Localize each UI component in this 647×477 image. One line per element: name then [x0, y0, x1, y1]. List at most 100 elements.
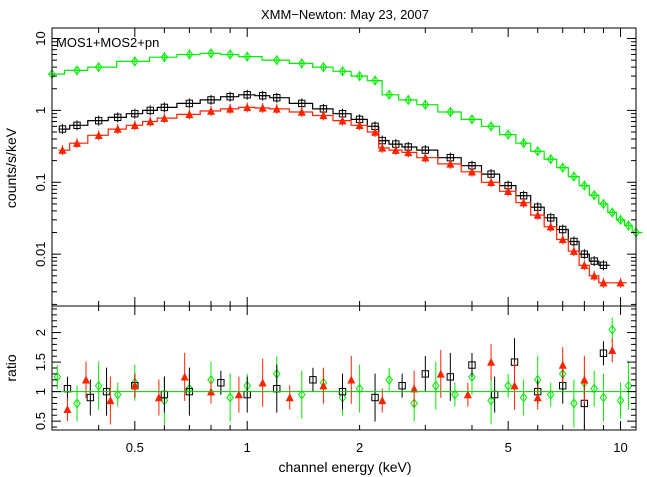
spectrum-point: [558, 162, 567, 173]
spectrum-model-line: [62, 106, 627, 284]
ratio-point: [258, 378, 267, 387]
spectrum-point: [385, 89, 393, 100]
x-tick-label: 2: [356, 440, 363, 455]
ratio-point: [63, 405, 72, 414]
spectrum-point: [590, 190, 599, 201]
spectrum-point: [207, 48, 215, 59]
ratio-panel-frame: [51, 305, 637, 431]
spectrum-point: [73, 65, 81, 76]
ratio-axis-ticks: [51, 306, 636, 430]
ratio-point: [463, 390, 472, 399]
ratio-point: [570, 398, 578, 409]
ratio-point: [106, 396, 115, 405]
spectrum-point: [355, 71, 364, 82]
ratio-point: [378, 396, 387, 405]
ratio-point: [421, 370, 430, 378]
spectrum-point: [519, 138, 528, 149]
x-tick-label: 5: [505, 440, 512, 455]
ratio-y-axis-label: ratio: [3, 354, 19, 381]
ratio-point: [226, 392, 234, 403]
ratio-point: [558, 360, 567, 369]
x-tick-labels: 0.5 1 2 5 10: [126, 440, 628, 455]
ratio-point: [410, 384, 419, 393]
ratio-point: [487, 357, 496, 366]
spectrum-data-points: [48, 48, 640, 288]
x-tick-label: 10: [613, 440, 627, 455]
ratio-point: [94, 380, 103, 391]
spectrum-point: [468, 114, 476, 125]
ratio-y-tick-labels: 0.5 1 1.5 2: [33, 329, 48, 430]
ratio-point: [533, 393, 542, 402]
ratio-point: [180, 372, 189, 381]
y-tick-label: 0.5: [33, 412, 48, 430]
ratio-point: [355, 383, 364, 394]
y-tick-label: 1.5: [33, 353, 48, 371]
x-tick-label: 1: [244, 440, 251, 455]
ratio-point: [546, 389, 555, 400]
ratio-point: [86, 393, 95, 402]
y-tick-label: 1: [33, 388, 48, 395]
spectrum-point: [272, 55, 281, 66]
ratio-point: [446, 373, 455, 381]
ratio-point: [487, 395, 495, 406]
spectrum-point: [533, 146, 542, 157]
spectrum-point: [570, 171, 578, 182]
ratio-point: [599, 392, 608, 403]
panel-subtitle: MOS1+MOS2+pn: [56, 35, 159, 50]
ratio-point: [468, 371, 476, 382]
spectrum-point: [616, 214, 625, 225]
spectrum-point: [297, 58, 306, 69]
ratio-point: [590, 383, 599, 394]
spectrum-point: [421, 99, 430, 110]
x-tick-label: 0.5: [126, 440, 144, 455]
ratio-point: [451, 389, 459, 400]
ratio-point: [519, 392, 528, 403]
spectrum-point: [580, 180, 589, 191]
y-tick-label: 0.1: [33, 173, 48, 191]
y-tick-label: 10: [33, 31, 48, 45]
y-tick-label: 1: [33, 107, 48, 114]
ratio-point: [371, 393, 379, 402]
spectrum-point: [487, 121, 495, 132]
ratio-point: [309, 376, 317, 384]
ratio-point: [504, 380, 512, 391]
ratio-point: [81, 375, 91, 384]
ratio-point: [468, 361, 476, 369]
ratio-point: [385, 374, 393, 385]
spectrum-model-lines: [52, 52, 643, 284]
spectrum-point: [319, 62, 328, 73]
ratio-point: [73, 398, 81, 409]
ratio-point: [347, 375, 356, 384]
spectrum-point: [404, 94, 413, 105]
ratio-point: [398, 382, 406, 390]
ratio-data-points: [53, 317, 633, 428]
spectrum-point: [608, 207, 617, 218]
ratio-point: [234, 390, 243, 399]
y-tick-label: 2: [33, 329, 48, 336]
spectrum-point: [160, 52, 169, 63]
ratio-point: [580, 375, 589, 384]
y-tick-label: 0.01: [33, 242, 48, 267]
chart-title: XMM−Newton: May 23, 2007: [261, 7, 429, 22]
spectrum-point: [185, 49, 194, 60]
x-axis-label: channel energy (keV): [278, 459, 411, 475]
ratio-point: [608, 324, 617, 335]
ratio-point: [608, 345, 617, 354]
spectrum-point: [94, 62, 103, 73]
spectrum-point: [226, 49, 234, 60]
ratio-point: [53, 371, 62, 382]
spectrum-point: [338, 66, 347, 77]
spectrum-point: [446, 106, 455, 118]
ratio-point: [624, 380, 633, 391]
spectrum-point: [624, 220, 633, 231]
ratio-point: [285, 393, 294, 402]
ratio-point: [154, 393, 163, 402]
spectrum-point: [243, 51, 252, 62]
spectrum-point: [546, 154, 555, 165]
spectrum-model-line: [52, 52, 643, 234]
ratio-point: [217, 379, 225, 387]
spectrum-point: [599, 198, 608, 209]
spectrum-axis-ticks: [51, 28, 636, 306]
ratio-point: [113, 389, 122, 400]
